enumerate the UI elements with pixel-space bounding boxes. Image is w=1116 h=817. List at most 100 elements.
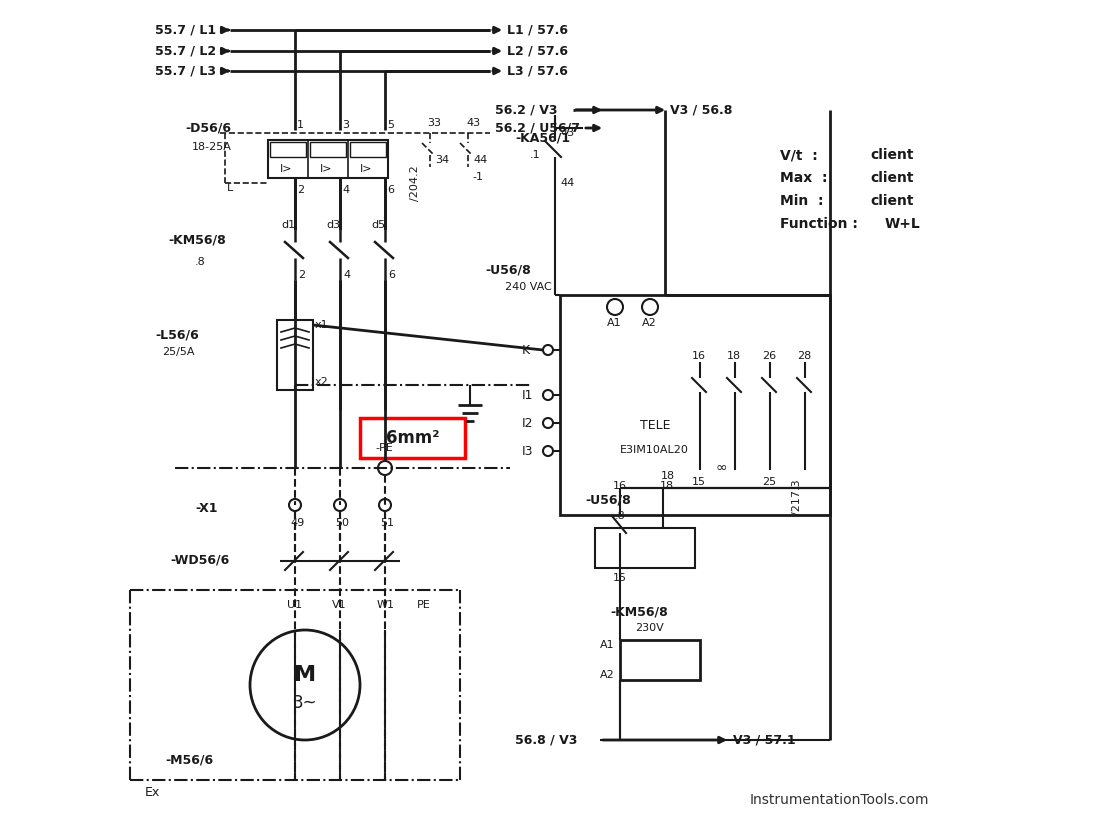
- Text: 44: 44: [560, 178, 575, 188]
- Text: -KM56/8: -KM56/8: [169, 234, 225, 247]
- Text: V/t  :: V/t :: [780, 148, 818, 162]
- Text: 3~: 3~: [292, 694, 317, 712]
- Text: 18: 18: [727, 351, 741, 361]
- Text: -KA56/1: -KA56/1: [514, 132, 570, 145]
- Text: Min  :: Min :: [780, 194, 824, 208]
- Text: 4: 4: [343, 270, 350, 280]
- Text: client: client: [870, 194, 914, 208]
- Text: -1: -1: [472, 172, 483, 182]
- Text: d1: d1: [281, 220, 295, 230]
- Text: A1: A1: [600, 640, 615, 650]
- Text: Ex: Ex: [145, 785, 161, 798]
- Text: 50: 50: [335, 518, 349, 528]
- Bar: [560, 295, 830, 515]
- Text: I2: I2: [522, 417, 533, 430]
- Text: I>: I>: [360, 163, 373, 173]
- Text: 26: 26: [762, 351, 776, 361]
- Bar: [310, 142, 346, 157]
- Text: 56.8 / V3: 56.8 / V3: [514, 734, 577, 747]
- Text: 4: 4: [341, 185, 349, 195]
- Text: /204.2: /204.2: [410, 165, 420, 201]
- Text: 2: 2: [297, 185, 305, 195]
- Text: $\infty$: $\infty$: [715, 460, 727, 474]
- Text: L2 / 57.6: L2 / 57.6: [507, 44, 568, 57]
- Text: V3 / 57.1: V3 / 57.1: [733, 734, 796, 747]
- Text: 5: 5: [387, 120, 394, 130]
- Bar: [595, 528, 695, 568]
- Text: 3: 3: [341, 120, 349, 130]
- Text: 15: 15: [692, 477, 706, 487]
- Text: 2: 2: [298, 270, 305, 280]
- Text: A1: A1: [607, 318, 622, 328]
- Text: 240 VAC: 240 VAC: [506, 282, 551, 292]
- Text: 6mm²: 6mm²: [386, 429, 440, 447]
- Text: 44: 44: [473, 155, 488, 165]
- Text: A2: A2: [600, 670, 615, 680]
- Bar: [270, 142, 306, 157]
- Text: 6: 6: [388, 270, 395, 280]
- Text: L3 / 57.6: L3 / 57.6: [507, 65, 568, 78]
- Text: A2: A2: [642, 318, 656, 328]
- Text: 18: 18: [660, 481, 674, 491]
- Text: 55.7 / L3: 55.7 / L3: [155, 65, 217, 78]
- Bar: [277, 320, 312, 390]
- Text: x2: x2: [315, 377, 329, 387]
- Text: 15: 15: [613, 573, 627, 583]
- Text: W+L: W+L: [885, 217, 921, 231]
- Text: /217.3: /217.3: [792, 480, 802, 515]
- Text: I3: I3: [522, 444, 533, 458]
- Text: I1: I1: [522, 389, 533, 401]
- Text: 16: 16: [692, 351, 706, 361]
- Text: 25: 25: [762, 477, 776, 487]
- Text: -U56/8: -U56/8: [585, 493, 631, 507]
- Text: d3: d3: [326, 220, 340, 230]
- Text: client: client: [870, 148, 914, 162]
- Text: 1: 1: [297, 120, 304, 130]
- Text: E3IM10AL20: E3IM10AL20: [620, 445, 689, 455]
- Text: 28: 28: [797, 351, 811, 361]
- Text: -X1: -X1: [195, 502, 218, 515]
- Text: I>: I>: [320, 163, 333, 173]
- Text: L1 / 57.6: L1 / 57.6: [507, 24, 568, 37]
- Text: .1: .1: [530, 150, 540, 160]
- Text: .8: .8: [615, 511, 626, 521]
- Circle shape: [250, 630, 360, 740]
- Text: x1: x1: [315, 320, 328, 330]
- Text: 49: 49: [290, 518, 305, 528]
- Text: 56.2 / U56/7: 56.2 / U56/7: [496, 122, 580, 135]
- Text: K: K: [522, 343, 530, 356]
- Text: PE: PE: [417, 600, 431, 610]
- Text: .8: .8: [195, 257, 205, 267]
- Text: Max  :: Max :: [780, 171, 827, 185]
- Text: 18: 18: [661, 471, 675, 481]
- Text: 34: 34: [435, 155, 449, 165]
- Text: -KM56/8: -KM56/8: [610, 605, 667, 618]
- Text: InstrumentationTools.com: InstrumentationTools.com: [750, 793, 930, 807]
- Text: 33: 33: [427, 118, 441, 128]
- Text: W1: W1: [377, 600, 395, 610]
- Text: Function :: Function :: [780, 217, 858, 231]
- Text: -U56/8: -U56/8: [485, 264, 531, 276]
- Text: 25/5A: 25/5A: [162, 347, 194, 357]
- Text: 55.7 / L2: 55.7 / L2: [155, 44, 217, 57]
- Bar: [268, 140, 388, 178]
- Text: 18-25A: 18-25A: [192, 142, 232, 152]
- Bar: [360, 418, 465, 458]
- Text: 55.7 / L1: 55.7 / L1: [155, 24, 217, 37]
- Text: 56.2 / V3: 56.2 / V3: [496, 104, 558, 117]
- Text: L: L: [227, 183, 233, 193]
- Text: -M56/6: -M56/6: [165, 753, 213, 766]
- Text: TELE: TELE: [639, 418, 671, 431]
- Text: client: client: [870, 171, 914, 185]
- Text: U1: U1: [287, 600, 302, 610]
- Text: -PE: -PE: [375, 443, 393, 453]
- Text: 51: 51: [381, 518, 394, 528]
- Text: -L56/6: -L56/6: [155, 328, 199, 342]
- Text: 43: 43: [466, 118, 480, 128]
- Text: d5: d5: [371, 220, 385, 230]
- Text: 6: 6: [387, 185, 394, 195]
- Text: 16: 16: [613, 481, 627, 491]
- Text: V1: V1: [331, 600, 347, 610]
- Text: 230V: 230V: [635, 623, 664, 633]
- Text: V3 / 56.8: V3 / 56.8: [670, 104, 732, 117]
